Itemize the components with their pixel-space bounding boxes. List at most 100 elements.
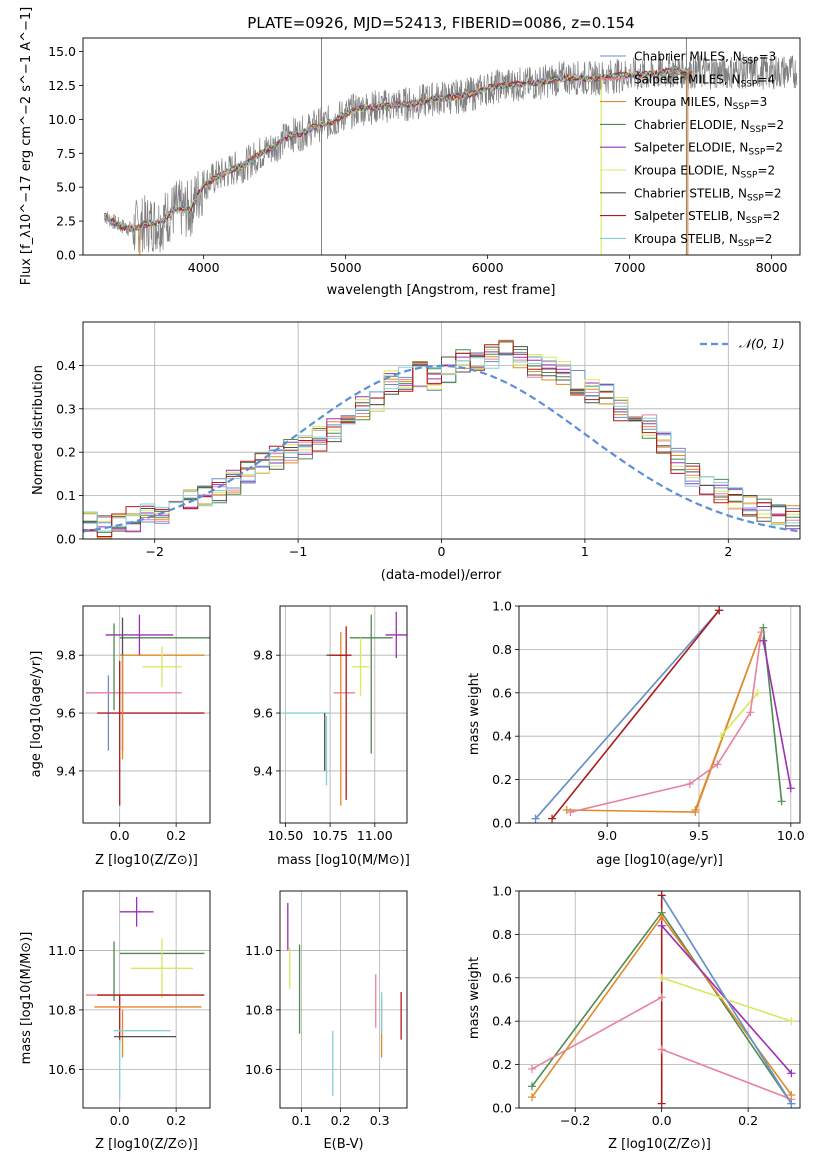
x-axis-label: mass [log10(M/M⊙)] [277, 853, 410, 868]
axes-frame [279, 890, 408, 1109]
series-line-1 [534, 609, 720, 820]
x-tick-label: 0 [438, 544, 446, 559]
legend: Chabrier MILES, NSSP=3 Salpeter MILES, NS… [600, 50, 784, 249]
series-marker [746, 708, 755, 717]
series-marker [657, 921, 666, 930]
series-marker [787, 1069, 796, 1078]
y-tick-label: 10.6 [245, 1062, 273, 1077]
series-marker [777, 797, 786, 806]
axes-frame [82, 37, 801, 256]
x-tick-label: 2 [724, 544, 732, 559]
axes-frame [82, 321, 801, 540]
series-marker [657, 891, 666, 900]
series-marker [657, 1099, 666, 1108]
axes-frame [518, 890, 801, 1109]
x-tick-label: 0.0 [110, 828, 130, 843]
y-tick-label: 0.1 [56, 488, 76, 503]
y-tick-label: 0.0 [56, 248, 76, 263]
observed-spectrum [103, 53, 798, 253]
series-marker [527, 1093, 536, 1102]
x-tick-label: 11.00 [357, 828, 393, 843]
y-tick-label: 5.0 [56, 180, 76, 195]
plot-area [534, 609, 792, 820]
y-tick-label: 0.4 [56, 358, 76, 373]
series-marker [713, 760, 722, 769]
y-tick-label: 10.0 [48, 112, 76, 127]
y-tick-label: 9.8 [56, 648, 76, 663]
legend-label: Kroupa STELIB, NSSP=2 [634, 232, 772, 249]
series-marker [787, 1099, 796, 1108]
legend-label: Kroupa MILES, NSSP=3 [634, 95, 767, 112]
x-tick-label: 9.5 [689, 828, 709, 843]
x-tick-label: 4000 [188, 260, 220, 275]
x-tick-label: 10.50 [267, 828, 303, 843]
plot-area [85, 614, 210, 806]
legend-label: Chabrier MILES, NSSP=3 [634, 50, 776, 67]
errorbar-point [385, 611, 407, 659]
y-tick-label: 0.2 [492, 772, 512, 787]
y-axis-label: mass weight [467, 957, 482, 1039]
axes-frame [82, 890, 211, 1109]
chart-5: 0.0 0.2 10.6 10.8 11.0 Z [log10(Z/Z⊙)] mass [l… [19, 890, 211, 1152]
chart-0: 4000 5000 6000 7000 8000 0.0 2.5 5.0 7.5 10.0 12.5… [19, 7, 801, 298]
series-line-2 [551, 609, 720, 820]
axes-frame [82, 605, 211, 824]
chart-7: −0.2 0.0 0.2 0.0 0.2 0.4 0.6 0.8 1.0 Z [log10(Z/Z… [467, 884, 801, 1152]
model-spectrum-7 [104, 66, 693, 233]
plot-area [83, 339, 800, 539]
series-marker [685, 779, 694, 788]
y-tick-label: 10.8 [48, 1002, 76, 1017]
errorbar-point [119, 896, 154, 927]
x-tick-label: 0.0 [652, 1113, 672, 1128]
y-tick-label: 11.0 [245, 943, 273, 958]
series-marker [717, 732, 726, 741]
y-tick-label: 0.3 [56, 401, 76, 416]
x-tick-label: 0.2 [166, 828, 186, 843]
x-tick-label: −1 [289, 544, 307, 559]
y-axis-label: mass weight [467, 673, 482, 755]
y-tick-label: 9.8 [253, 648, 273, 663]
chart-1: −2 −1 0 1 2 0.0 0.1 0.2 0.3 0.4 (data-model)/error… [31, 321, 801, 583]
x-tick-label: 1 [581, 544, 589, 559]
series-marker [548, 814, 557, 823]
y-axis-label: age [log10(age/yr)] [29, 651, 44, 778]
series-marker [657, 1045, 666, 1054]
errorbar-point [105, 614, 174, 656]
y-tick-label: 0.6 [492, 970, 512, 985]
axes-frame [279, 605, 408, 824]
y-tick-label: 9.6 [253, 706, 273, 721]
x-tick-label: 7000 [614, 260, 646, 275]
x-axis-label: Z [log10(Z/Z⊙)] [95, 1137, 198, 1152]
series-line-4 [531, 996, 663, 1070]
x-tick-label: 10.75 [312, 828, 348, 843]
y-tick-label: 9.4 [56, 763, 76, 778]
x-tick-label: 0.0 [110, 1113, 130, 1128]
series-marker [786, 784, 795, 793]
x-tick-label: 0.2 [331, 1113, 351, 1128]
model-spectrum-8 [104, 66, 693, 233]
series-marker [566, 808, 575, 817]
x-tick-label: 10.0 [777, 828, 805, 843]
errorbar-point [351, 637, 370, 696]
legend-label: 𝒩(0, 1) [739, 336, 785, 351]
series-marker [691, 805, 700, 814]
y-tick-label: 0.6 [492, 685, 512, 700]
y-tick-label: 9.6 [56, 706, 76, 721]
x-tick-label: 8000 [756, 260, 788, 275]
x-tick-label: 6000 [472, 260, 504, 275]
legend-label: Salpeter ELODIE, NSSP=2 [634, 141, 783, 158]
y-axis-label: Normed distribution [31, 365, 46, 495]
legend-label: Salpeter MILES, NSSP=4 [634, 72, 775, 89]
chart-4: 9.0 9.5 10.0 0.0 0.2 0.4 0.6 0.8 1.0 age [log10(a… [467, 599, 805, 869]
plot-area [283, 611, 407, 806]
legend-label: Salpeter STELIB, NSSP=2 [634, 209, 780, 226]
y-tick-label: 0.0 [492, 1101, 512, 1116]
x-axis-label: age [log10(age/yr)] [596, 853, 723, 868]
y-tick-label: 1.0 [492, 884, 512, 899]
x-axis-label: Z [log10(Z/Z⊙)] [95, 853, 198, 868]
x-axis-label: Z [log10(Z/Z⊙)] [608, 1137, 711, 1152]
y-tick-label: 7.5 [56, 146, 76, 161]
y-axis-label: mass [log10(M/M⊙)] [19, 932, 34, 1065]
y-axis-label: Flux [f_λ10^−17 erg cm^−2 s^−1 A^−1] [19, 7, 34, 285]
